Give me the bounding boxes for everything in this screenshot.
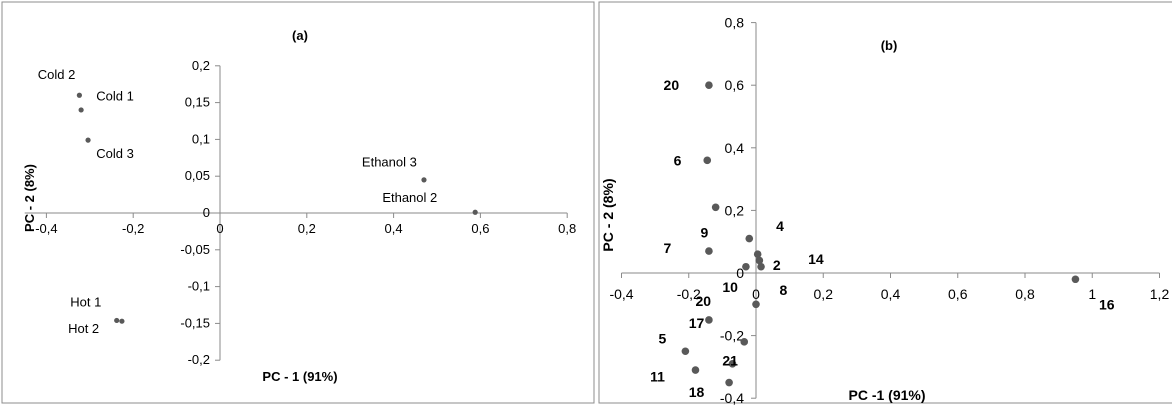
panel-b-point-label: 9 (701, 224, 709, 240)
panel-a-data-point (114, 317, 120, 324)
panel-b-point-label: 20 (664, 77, 680, 93)
panel-a-y-tick-label: -0,1 (188, 279, 210, 294)
panel-a-x-tick-label: -0,2 (122, 221, 144, 236)
panel-a-point-label: Hot 1 (70, 294, 101, 309)
panel-b-point-label: 7 (664, 240, 672, 256)
panel-a-y-tick-label: -0,2 (188, 352, 210, 367)
panel-a-point-label: Hot 2 (68, 321, 99, 336)
panel-b-data-point (753, 250, 762, 259)
panel-b-data-point (711, 203, 720, 212)
panel-b-y-tick-label: 0,6 (725, 77, 745, 93)
panel-b-chart: -0,4 -0,2 0 0,2 0,4 0,6 0,8 1 1,2 0,8 0,6 0,4 0,2 0 -0… (598, 1, 1172, 405)
panel-b-x-tick-label: -0,2 (677, 286, 701, 302)
panel-b-point-label: 21 (722, 353, 738, 369)
panel-b-data-point (705, 247, 713, 255)
panel-b-data-point (740, 338, 749, 346)
panel-b-point-label: 14 (808, 251, 824, 267)
panel-b-data-point (691, 366, 700, 374)
panel-a-data-point (85, 137, 91, 143)
panel-b-y-tick-label: 0,2 (725, 202, 745, 218)
panel-b-title: (b) (881, 38, 898, 53)
panel-b-x-tick-label: 0,2 (814, 286, 834, 302)
panel-b-data-point (705, 316, 713, 324)
panel-b-frame (598, 1, 1172, 404)
panel-b-x-tick-label: 0,8 (1015, 286, 1035, 302)
panel-a-y-tick-label: 0,15 (185, 95, 210, 110)
panel-b-data-point (755, 256, 764, 265)
panel-a-point-label: Cold 1 (96, 88, 134, 103)
panel-a-y-tick-label: 0,2 (192, 58, 210, 73)
panel-b-data-point (703, 156, 712, 165)
panel-b-point-label: 4 (776, 218, 784, 234)
panel-a-y-axis-label: PC - 2 (8%) (22, 164, 37, 232)
panel-a-data-point (76, 92, 82, 98)
panel-a-x-tick-label: 0,2 (298, 221, 316, 236)
panel-a-point-label: Ethanol 2 (382, 190, 437, 205)
panel-b-y-tick-label: 0,4 (725, 140, 745, 156)
panel-a-x-tick-label: 0 (216, 221, 223, 236)
panel-b-data-point (728, 359, 737, 368)
panel-b-point-label: 11 (650, 368, 665, 384)
panel-b-point-label: 16 (1099, 296, 1115, 312)
panel-b-data-point (1071, 275, 1080, 284)
panel-a-x-tick-label: 0,6 (471, 221, 489, 236)
panel-a-x-tick-label: 0,4 (385, 221, 403, 236)
panel-b-point-label: 20 (695, 293, 711, 309)
panel-b-point-label: 10 (722, 279, 738, 295)
panel-b-point-label: 6 (674, 152, 682, 168)
panel-b-y-tick-label: -0,2 (720, 328, 744, 344)
panel-b-y-tick-label: 0,8 (725, 15, 745, 31)
panel-a-point-label: Ethanol 3 (362, 155, 417, 170)
panel-a-frame (1, 1, 595, 404)
panel-b-x-tick-label: -0,4 (609, 286, 633, 302)
panel-b-data-point (681, 347, 690, 356)
panel-b-x-tick-label: 0 (752, 286, 760, 302)
panel-a-point-label: Cold 3 (96, 146, 134, 161)
panel-b-x-tick-label: 1 (1088, 286, 1096, 302)
panel-a-chart: -0,4 -0,2 0 0,2 0,4 0,6 0,8 0,2 0,15 0,1 0,05 0 -0,0… (1, 1, 595, 404)
panel-a-y-tick-label: 0,05 (185, 168, 210, 183)
panel-b-data-point (752, 300, 760, 309)
panel-b-data-point (742, 262, 750, 271)
panel-b-x-axis-label: PC -1 (91%) (848, 387, 925, 403)
panel-a-title: (a) (292, 28, 308, 43)
panel-a-x-tick-label: 0,8 (558, 221, 576, 236)
panel-b-y-tick-label: -0,4 (720, 390, 744, 405)
panel-b-y-axis-label: PC - 2 (8%) (600, 178, 616, 251)
panel-a-data-point (421, 177, 427, 183)
panel-a-x-tick-label: -0,4 (35, 221, 57, 236)
panel-a-data-point (78, 107, 84, 113)
panel-b-x-tick-label: 1,2 (1150, 286, 1170, 302)
panel-b-data-point (705, 81, 713, 89)
panel-b-data-point (745, 234, 754, 243)
panel-a-data-point (472, 209, 478, 215)
panel-a-y-tick-label: 0,1 (192, 131, 210, 146)
panel-b-point-label: 5 (658, 331, 666, 347)
panel-b-data-point (757, 262, 765, 271)
panel-a-point-label: Cold 2 (38, 67, 76, 82)
panel-b-point-label: 8 (780, 282, 788, 298)
panel-a-data-point (119, 318, 125, 324)
panel-b-point-label: 2 (773, 257, 781, 273)
panel-a-y-tick-label: -0,15 (180, 315, 210, 330)
panel-a-y-tick-label: 0 (203, 205, 210, 220)
panel-b-y-tick-label: 0 (736, 265, 744, 281)
panel-b-x-tick-label: 0,6 (948, 286, 968, 302)
panel-a-y-tick-label: -0,05 (180, 242, 210, 257)
panel-b-x-tick-label: 0,4 (881, 286, 901, 302)
panel-a-x-axis-label: PC - 1 (91%) (262, 369, 337, 384)
panel-b-data-point (725, 378, 733, 387)
panel-b-point-label: 17 (689, 315, 705, 331)
panel-b-point-label: 18 (689, 384, 705, 400)
